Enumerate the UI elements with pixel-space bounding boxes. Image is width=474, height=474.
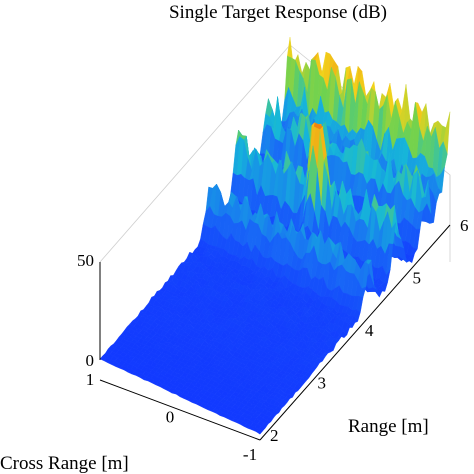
x-tick-label: 3 <box>318 374 327 393</box>
y-axis-label: Cross Range [m] <box>0 453 129 474</box>
x-axis-label: Range [m] <box>348 416 429 437</box>
y-tick-label: 1 <box>86 370 95 389</box>
x-tick-label: 4 <box>365 321 374 340</box>
y-tick-label: 0 <box>166 408 175 427</box>
z-tick-label: 50 <box>77 251 94 270</box>
x-tick-label: 5 <box>413 269 422 288</box>
y-tick-label: -1 <box>243 445 257 464</box>
z-tick-label: 0 <box>86 351 95 370</box>
surface-plot <box>99 37 451 435</box>
axis-lines <box>99 224 451 441</box>
surface-patch <box>99 355 108 362</box>
x-tick-label: 2 <box>270 426 279 445</box>
chart-title: Single Target Response (dB) <box>169 2 387 23</box>
x-tick-label: 6 <box>460 216 469 235</box>
